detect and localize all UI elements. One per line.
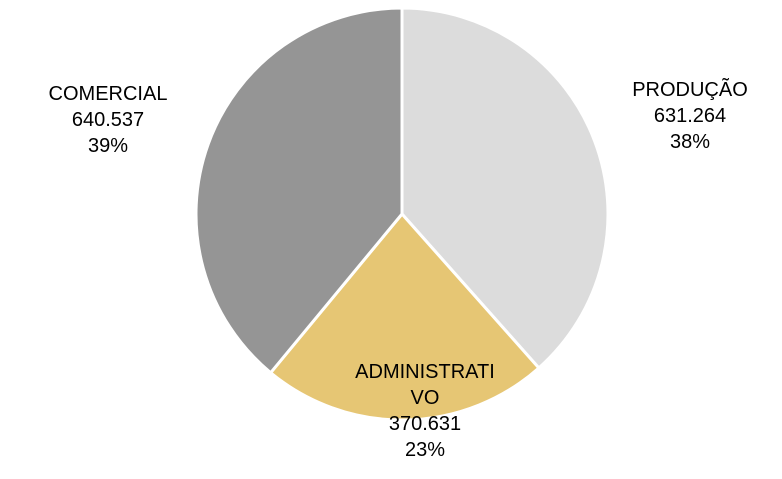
pie-slice-3 [194,6,404,375]
slice-percent-label: 38% [670,131,710,153]
slice-label-2: ADMINISTRATI VO 370.631 23% [355,361,495,461]
pie-slices [194,6,610,422]
slice-value-label: 370.631 [389,413,461,435]
pie-labels: PRODUÇÃO 631.264 38% ADMINISTRATI VO 370.631 2… [49,77,748,461]
pie-slice-1 [400,6,610,370]
slice-category-label: ADMINISTRATI [355,361,495,383]
slice-label-1: PRODUÇÃO 631.264 38% [632,77,748,153]
slice-value-label: 631.264 [654,105,726,127]
slice-label-3: COMERCIAL 640.537 39% [49,83,168,157]
slice-category-label: COMERCIAL [49,83,168,105]
pie-slice-2 [269,212,541,422]
slice-percent-label: 39% [88,135,128,157]
slice-percent-label: 23% [405,439,445,461]
slice-category-label: PRODUÇÃO [632,77,748,101]
slice-category-label: VO [411,387,440,409]
slice-value-label: 640.537 [72,109,144,131]
